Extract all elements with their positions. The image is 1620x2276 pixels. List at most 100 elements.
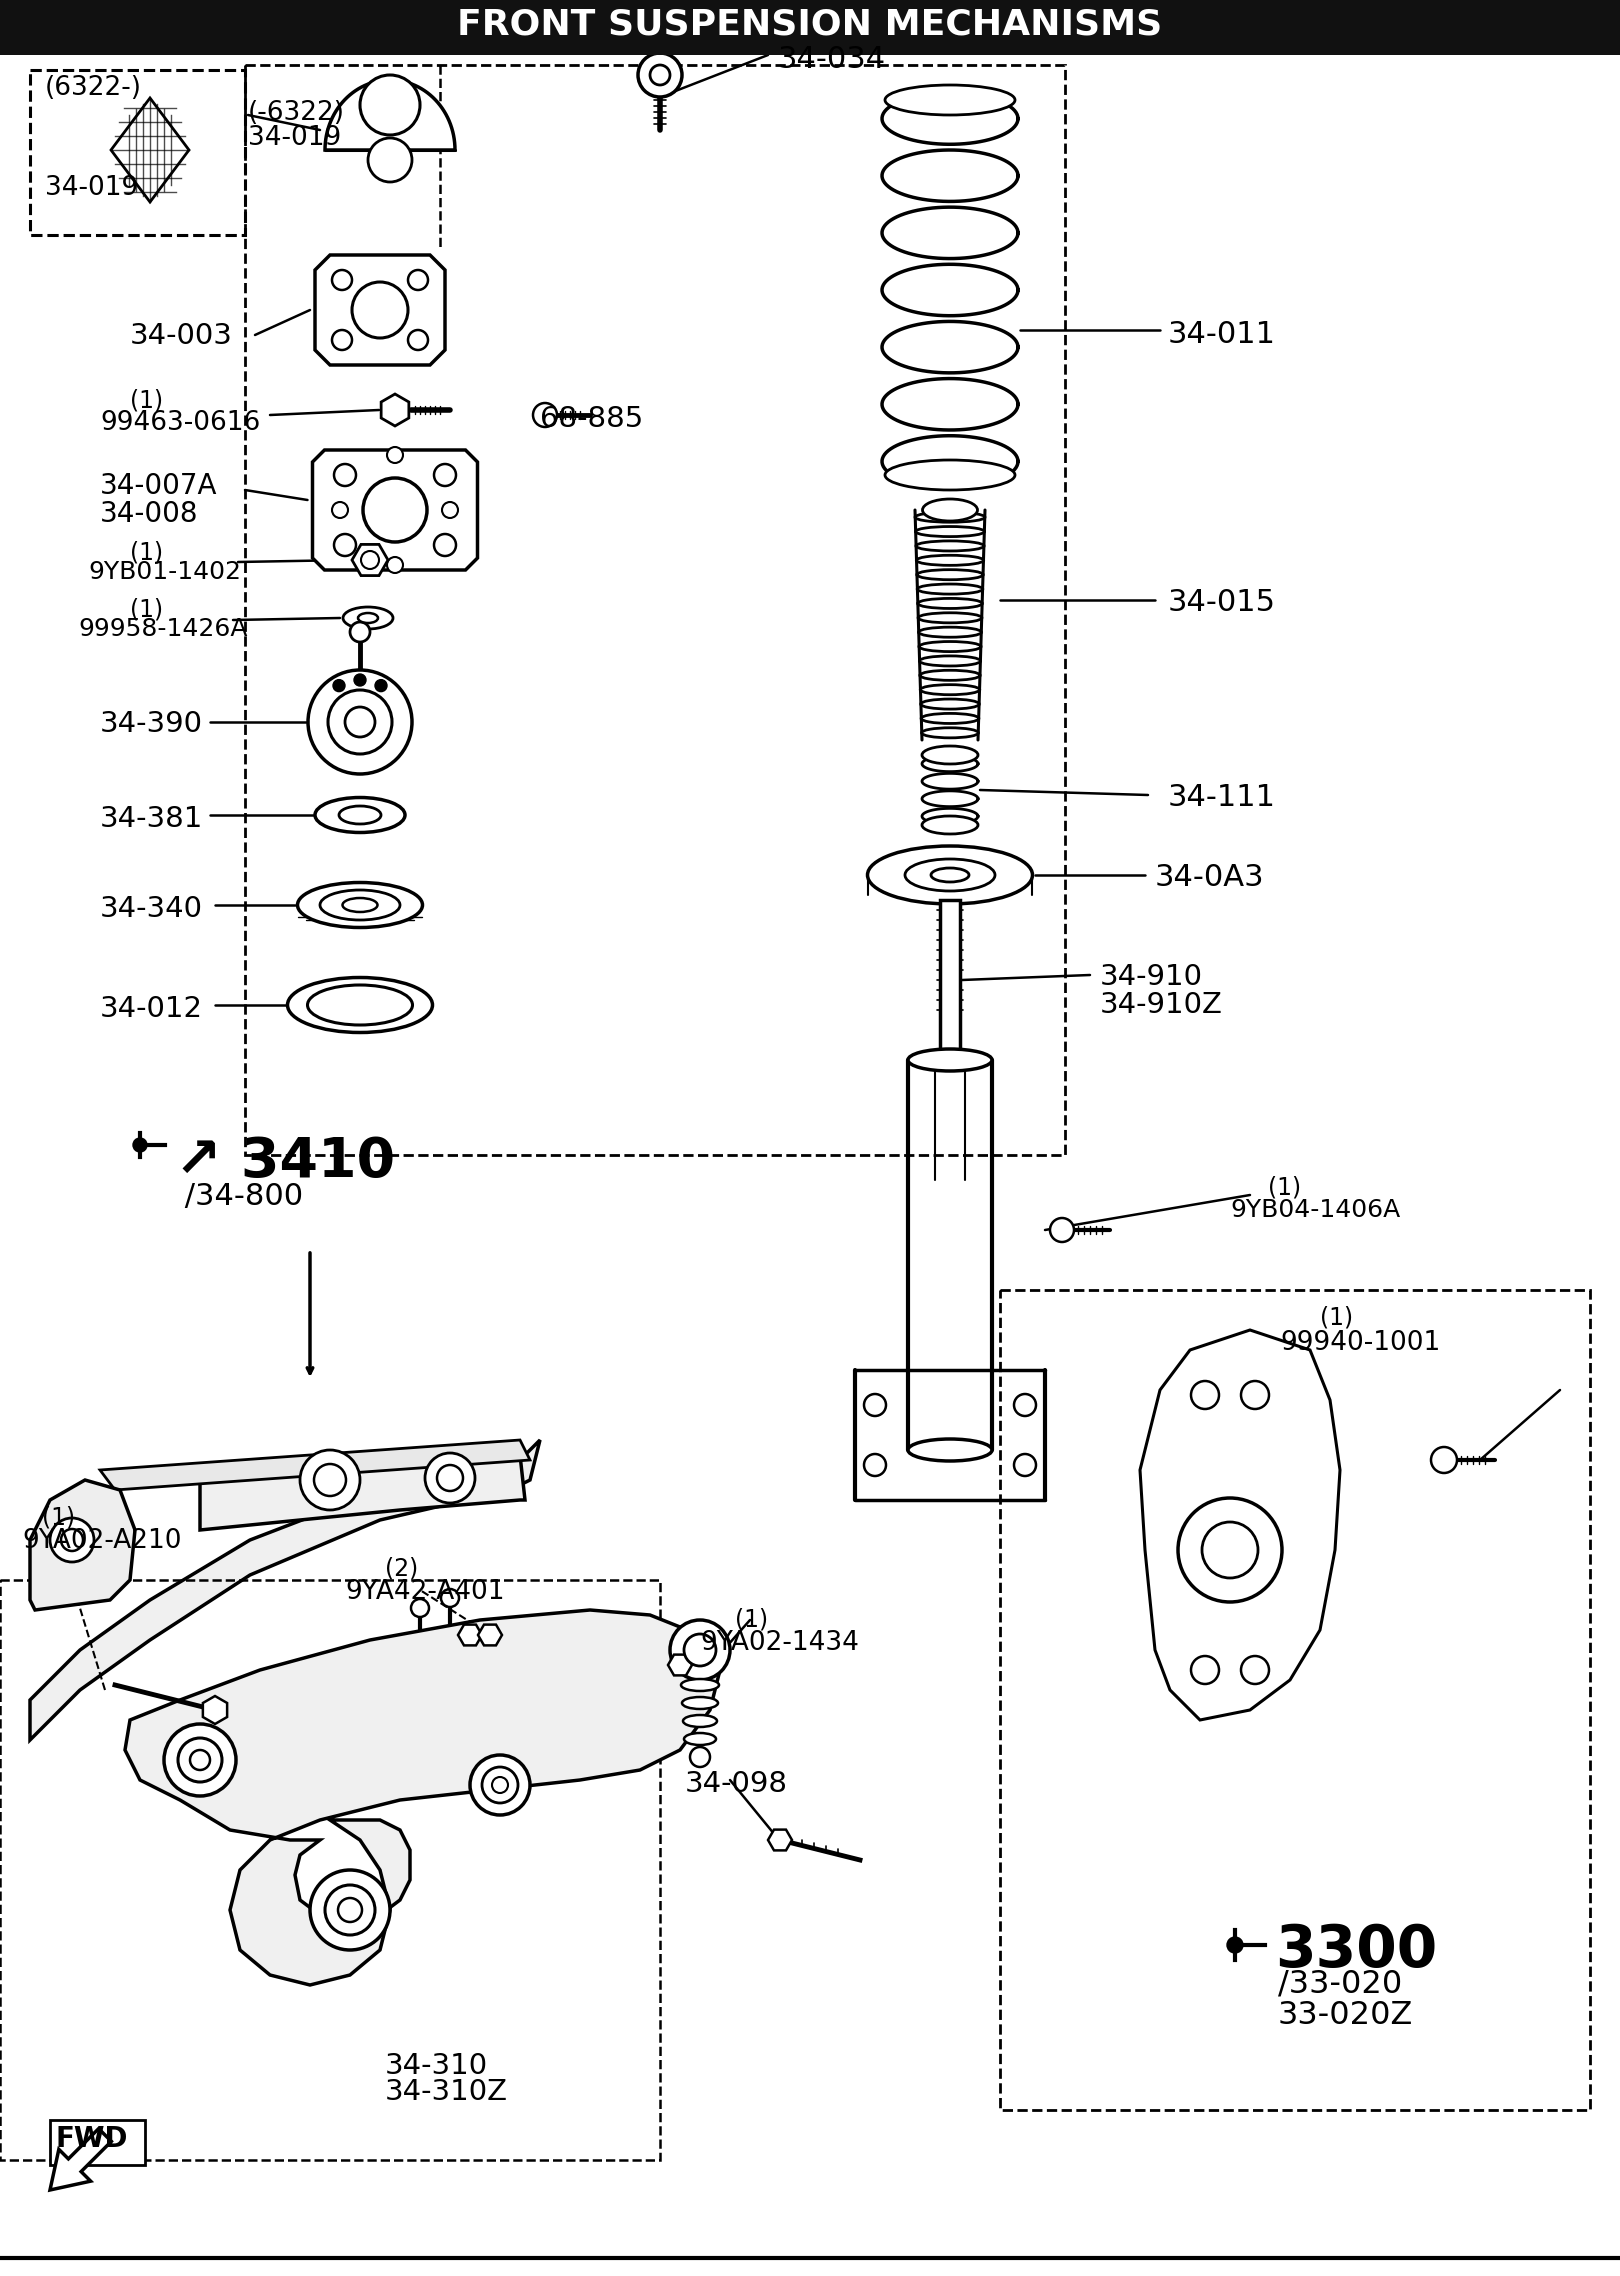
Text: 34-0A3: 34-0A3	[1155, 863, 1265, 892]
Text: 34-011: 34-011	[1168, 321, 1277, 348]
Ellipse shape	[915, 512, 985, 521]
Text: FRONT SUSPENSION MECHANISMS: FRONT SUSPENSION MECHANISMS	[457, 7, 1163, 41]
Circle shape	[190, 1750, 211, 1771]
Text: 9YA02-A210: 9YA02-A210	[23, 1527, 181, 1555]
Circle shape	[352, 282, 408, 339]
Circle shape	[1191, 1657, 1218, 1684]
Polygon shape	[1140, 1329, 1340, 1721]
Ellipse shape	[919, 612, 982, 624]
Text: (1): (1)	[42, 1504, 75, 1529]
Ellipse shape	[907, 1438, 991, 1461]
Circle shape	[332, 503, 348, 519]
Text: FWD: FWD	[55, 2126, 128, 2153]
Ellipse shape	[917, 585, 983, 594]
Text: 34-111: 34-111	[1168, 783, 1277, 813]
Polygon shape	[352, 544, 389, 576]
Ellipse shape	[682, 1698, 718, 1709]
Ellipse shape	[885, 460, 1016, 489]
Text: 9YA02-1434: 9YA02-1434	[700, 1630, 859, 1657]
Polygon shape	[112, 98, 190, 203]
Ellipse shape	[922, 712, 978, 724]
Ellipse shape	[907, 1049, 991, 1072]
Text: (1): (1)	[1268, 1174, 1301, 1199]
Ellipse shape	[321, 890, 400, 920]
Polygon shape	[326, 80, 455, 150]
Ellipse shape	[287, 976, 433, 1033]
Text: 99463-0616: 99463-0616	[100, 410, 261, 437]
Circle shape	[387, 558, 403, 574]
Ellipse shape	[919, 628, 982, 637]
Circle shape	[437, 1466, 463, 1491]
Circle shape	[1430, 1448, 1456, 1473]
Ellipse shape	[917, 599, 982, 608]
Circle shape	[1241, 1382, 1268, 1409]
FancyBboxPatch shape	[31, 71, 245, 234]
Ellipse shape	[680, 1680, 719, 1691]
Text: 33-020Z: 33-020Z	[1278, 2001, 1413, 2030]
Ellipse shape	[1014, 1393, 1037, 1416]
Ellipse shape	[308, 986, 413, 1024]
Bar	[1000, 1290, 1589, 2110]
Text: (2): (2)	[386, 1557, 418, 1580]
Circle shape	[671, 1621, 731, 1680]
Circle shape	[1191, 1382, 1218, 1409]
Text: (1): (1)	[130, 596, 164, 621]
Ellipse shape	[919, 642, 982, 651]
Circle shape	[360, 75, 420, 134]
Text: 34-003: 34-003	[130, 321, 233, 351]
Ellipse shape	[358, 612, 377, 624]
Text: (1): (1)	[1320, 1304, 1353, 1329]
Circle shape	[339, 1898, 361, 1921]
Circle shape	[308, 669, 411, 774]
Circle shape	[350, 621, 369, 642]
Text: /34-800: /34-800	[175, 1181, 303, 1211]
Ellipse shape	[863, 1393, 886, 1416]
FancyArrow shape	[50, 2128, 112, 2190]
Circle shape	[1178, 1498, 1281, 1602]
Circle shape	[1202, 1523, 1259, 1577]
Text: (6322-): (6322-)	[45, 75, 143, 100]
Circle shape	[363, 478, 428, 542]
Ellipse shape	[863, 1454, 886, 1477]
Circle shape	[483, 1766, 518, 1803]
Circle shape	[374, 681, 387, 692]
Circle shape	[690, 1748, 710, 1766]
Circle shape	[1050, 1218, 1074, 1243]
Circle shape	[684, 1634, 716, 1666]
Text: 34-019: 34-019	[248, 125, 342, 150]
Ellipse shape	[920, 669, 980, 681]
Text: 34-008: 34-008	[100, 501, 199, 528]
Bar	[50, 2119, 146, 2164]
Ellipse shape	[885, 84, 1016, 116]
Text: 34-310Z: 34-310Z	[386, 2078, 509, 2105]
Ellipse shape	[684, 1716, 718, 1727]
Circle shape	[309, 1871, 390, 1951]
Polygon shape	[31, 1441, 539, 1739]
Ellipse shape	[922, 817, 978, 833]
Bar	[940, 899, 961, 1061]
Bar	[0, 0, 1620, 55]
Text: 34-910: 34-910	[1100, 963, 1204, 990]
Text: 3300: 3300	[1275, 1921, 1437, 1980]
Circle shape	[1241, 1657, 1268, 1684]
Circle shape	[164, 1723, 237, 1796]
Circle shape	[424, 1452, 475, 1502]
Ellipse shape	[931, 867, 969, 883]
Text: /33-020: /33-020	[1278, 1969, 1403, 1998]
Polygon shape	[100, 1441, 530, 1491]
Polygon shape	[125, 1609, 719, 1985]
Circle shape	[470, 1755, 530, 1814]
Circle shape	[62, 1529, 83, 1550]
Text: 99958-1426A: 99958-1426A	[78, 617, 248, 642]
Circle shape	[368, 139, 411, 182]
Ellipse shape	[342, 899, 377, 913]
Bar	[0, 1580, 659, 2160]
Circle shape	[533, 403, 557, 428]
Ellipse shape	[922, 728, 978, 737]
Text: 34-310: 34-310	[386, 2053, 488, 2080]
Polygon shape	[314, 255, 446, 364]
Circle shape	[345, 708, 374, 737]
Circle shape	[332, 271, 352, 289]
Circle shape	[332, 330, 352, 351]
Ellipse shape	[684, 1732, 716, 1746]
